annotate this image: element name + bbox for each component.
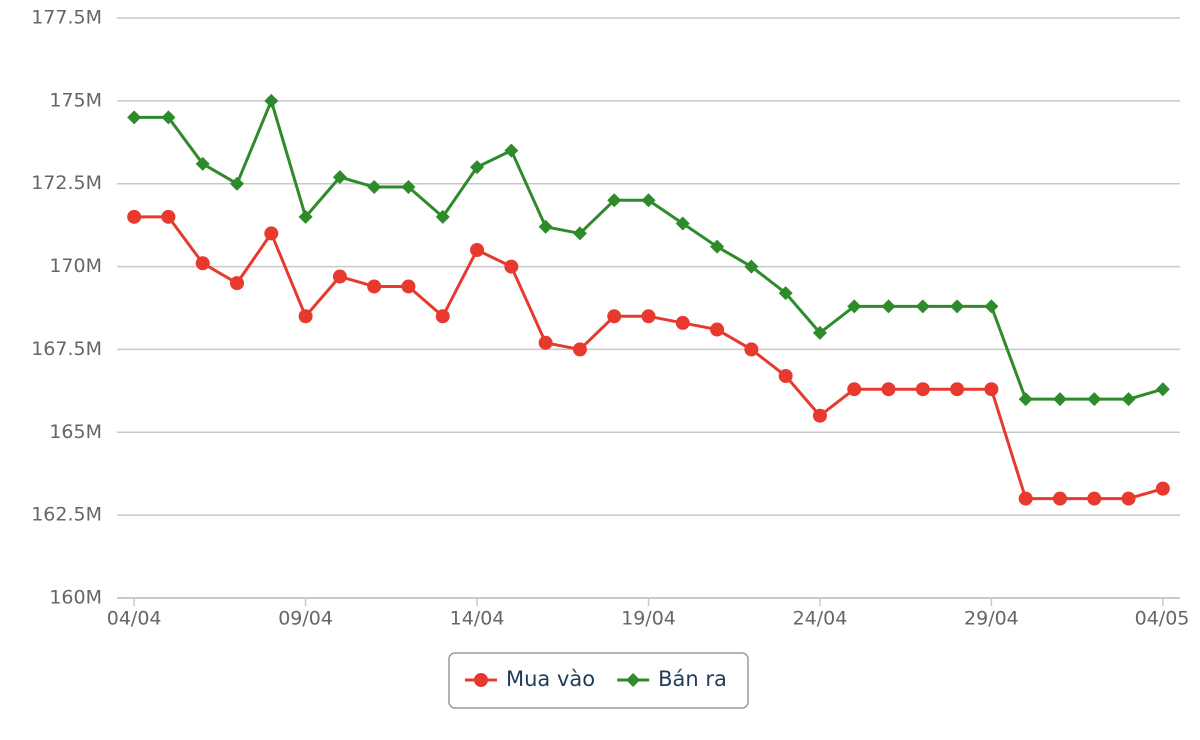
circle-marker <box>1087 491 1102 506</box>
diamond-marker <box>1121 392 1136 407</box>
circle-marker <box>1052 491 1067 506</box>
x-tick-label: 04/05 <box>1135 608 1190 630</box>
circle-marker <box>264 226 279 241</box>
diamond-marker <box>641 193 656 208</box>
y-tick-label: 160M <box>49 587 102 609</box>
diamond-marker <box>264 93 279 108</box>
diamond-marker <box>847 299 862 314</box>
circle-marker <box>710 322 725 337</box>
circle-marker <box>504 259 519 274</box>
diamond-marker <box>778 286 793 301</box>
circle-marker <box>847 382 862 397</box>
diamond-marker <box>470 160 485 175</box>
diamond-marker <box>127 110 142 125</box>
circle-marker <box>812 408 827 423</box>
legend-label[interactable]: Bán ra <box>658 667 727 691</box>
circle-marker <box>915 382 930 397</box>
diamond-marker <box>881 299 896 314</box>
x-tick-label: 24/04 <box>793 608 848 630</box>
legend-label[interactable]: Mua vào <box>506 667 595 691</box>
diamond-marker <box>298 209 313 224</box>
legend: Mua vào Bán ra <box>448 652 749 709</box>
circle-marker <box>984 382 999 397</box>
diamond-marker <box>572 226 587 241</box>
series-line <box>134 215 1164 501</box>
circle-marker <box>127 209 142 224</box>
circle-marker <box>538 335 553 350</box>
circle-marker <box>778 368 793 383</box>
series-line <box>134 99 1164 401</box>
diamond-marker <box>1018 392 1033 407</box>
circle-marker <box>641 309 656 324</box>
diamond-marker <box>161 110 176 125</box>
circle-marker <box>332 269 347 284</box>
diamond-marker <box>1052 392 1067 407</box>
circle-marker <box>881 382 896 397</box>
diamond-marker <box>230 176 245 191</box>
x-tick-label: 04/04 <box>107 608 162 630</box>
diamond-marker <box>812 325 827 340</box>
circle-marker <box>435 309 450 324</box>
diamond-marker <box>710 239 725 254</box>
circle-marker <box>298 309 313 324</box>
y-tick-label: 162.5M <box>31 504 102 526</box>
circle-marker <box>950 382 965 397</box>
circle-marker <box>230 276 245 291</box>
circle-marker <box>1018 491 1033 506</box>
circle-marker <box>161 209 176 224</box>
y-tick-label: 175M <box>49 89 102 111</box>
diamond-marker <box>1155 382 1170 397</box>
y-tick-label: 165M <box>49 421 102 443</box>
circle-marker <box>607 309 622 324</box>
circle-marker <box>470 243 485 257</box>
diamond-marker <box>435 209 450 224</box>
y-tick-label: 172.5M <box>31 172 102 194</box>
diamond-marker <box>744 259 759 274</box>
y-tick-label: 177.5M <box>31 7 102 29</box>
circle-marker <box>744 342 759 357</box>
circle-marker <box>195 256 210 271</box>
y-tick-label: 170M <box>49 255 102 277</box>
diamond-marker <box>984 299 999 314</box>
diamond-marker <box>675 216 690 231</box>
x-tick-label: 09/04 <box>278 608 333 630</box>
diamond-marker <box>332 170 347 185</box>
diamond-marker <box>607 193 622 208</box>
y-tick-label: 167.5M <box>31 338 102 360</box>
circle-marker <box>1155 481 1170 496</box>
circle-marker <box>572 342 587 357</box>
x-tick-label: 29/04 <box>964 608 1019 630</box>
circle-marker <box>1121 491 1136 506</box>
diamond-marker <box>504 143 519 158</box>
legend-marker <box>626 673 641 687</box>
legend-marker <box>474 673 488 687</box>
diamond-marker <box>950 299 965 314</box>
diamond-marker <box>195 156 210 171</box>
x-tick-label: 19/04 <box>621 608 676 630</box>
circle-marker <box>401 279 416 294</box>
diamond-marker <box>915 299 930 314</box>
diamond-marker <box>538 219 553 234</box>
diamond-marker <box>401 180 416 195</box>
circle-marker <box>367 279 382 294</box>
legend-box <box>448 652 749 709</box>
diamond-marker <box>1087 392 1102 407</box>
circle-marker <box>675 315 690 330</box>
x-tick-label: 14/04 <box>450 608 505 630</box>
diamond-marker <box>367 180 382 195</box>
